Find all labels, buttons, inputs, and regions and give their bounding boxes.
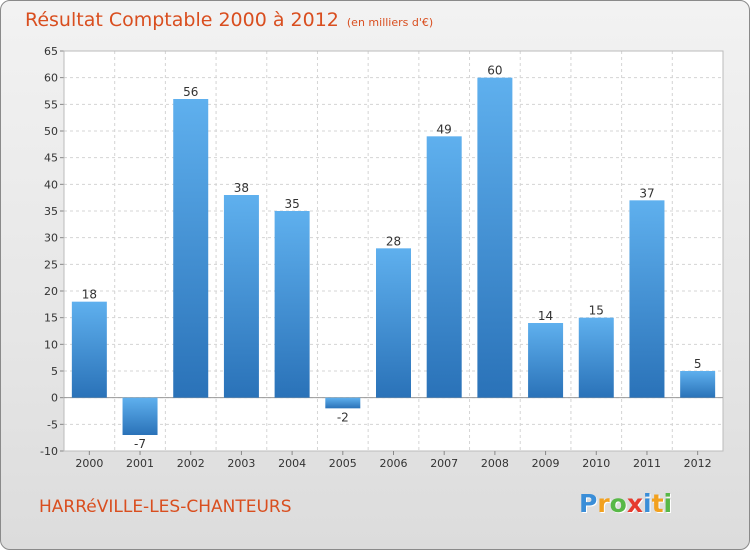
- bar: [71, 301, 107, 398]
- x-tick-label: 2008: [481, 457, 509, 470]
- bar: [680, 371, 716, 398]
- data-label: 35: [284, 197, 299, 211]
- x-tick-label: 2010: [582, 457, 610, 470]
- bar: [325, 397, 361, 409]
- y-tick-label: 60: [44, 72, 58, 85]
- y-tick-label: 35: [44, 205, 58, 218]
- labels: -10 -5 0 5 10 15 20 25 30 35 40 45 50 55 60 65 18 2000 -7 2…: [40, 45, 712, 470]
- data-label: 18: [82, 288, 97, 302]
- y-tick-label: 10: [44, 338, 58, 351]
- y-tick-label: 55: [44, 98, 58, 111]
- bar: [629, 200, 665, 398]
- x-tick-label: 2009: [532, 457, 560, 470]
- y-tick-label: 15: [44, 312, 58, 325]
- bar: [578, 317, 614, 398]
- bar: [426, 136, 462, 398]
- data-label: 37: [639, 186, 654, 200]
- logo-letter: P: [579, 489, 598, 518]
- logo-letter: i: [643, 489, 652, 518]
- logo-letter: r: [597, 489, 610, 518]
- x-tick-label: 2011: [633, 457, 661, 470]
- data-label: 5: [694, 357, 702, 371]
- commune-name: HARRéVILLE-LES-CHANTEURS: [39, 497, 292, 517]
- data-label: 60: [487, 64, 502, 78]
- logo-letter: t: [651, 489, 664, 518]
- y-tick-label: 20: [44, 285, 58, 298]
- x-tick-label: 2012: [684, 457, 712, 470]
- data-label: 14: [538, 309, 553, 323]
- x-tick-label: 2003: [227, 457, 255, 470]
- bar: [528, 323, 564, 398]
- y-tick-label: 0: [51, 392, 58, 405]
- bar: [173, 99, 209, 398]
- x-tick-label: 2006: [380, 457, 408, 470]
- y-tick-label: 65: [44, 45, 58, 58]
- logo-letter: x: [626, 489, 643, 518]
- x-tick-label: 2004: [278, 457, 306, 470]
- bar: [274, 211, 310, 398]
- data-label: -7: [134, 437, 146, 451]
- data-label: 49: [437, 122, 452, 136]
- bars: [71, 77, 716, 435]
- y-tick-label: 50: [44, 125, 58, 138]
- bar: [122, 397, 158, 435]
- data-label: 15: [589, 304, 604, 318]
- bar: [477, 77, 513, 398]
- y-tick-label: 45: [44, 152, 58, 165]
- y-tick-label: -5: [47, 418, 58, 431]
- data-label: 56: [183, 85, 198, 99]
- logo-letter: o: [609, 489, 627, 518]
- y-tick-label: 25: [44, 258, 58, 271]
- x-tick-label: 2000: [75, 457, 103, 470]
- y-tick-label: 40: [44, 178, 58, 191]
- x-tick-label: 2002: [177, 457, 205, 470]
- data-label: 38: [234, 181, 249, 195]
- chart-title: Résultat Comptable 2000 à 2012 (en millie…: [25, 9, 434, 31]
- data-label: 28: [386, 234, 401, 248]
- x-tick-label: 2007: [430, 457, 458, 470]
- data-label: -2: [337, 410, 349, 424]
- y-tick-label: 30: [44, 232, 58, 245]
- bar: [376, 248, 411, 398]
- logo-letter: i: [663, 489, 673, 518]
- x-tick-label: 2005: [329, 457, 357, 470]
- bar: [223, 195, 259, 398]
- y-tick-label: -10: [40, 445, 58, 458]
- x-tick-label: 2001: [126, 457, 154, 470]
- y-tick-label: 5: [51, 365, 58, 378]
- proxiti-logo: Proxiti: [579, 489, 672, 518]
- chart-subtitle: (en milliers d'€): [346, 16, 434, 29]
